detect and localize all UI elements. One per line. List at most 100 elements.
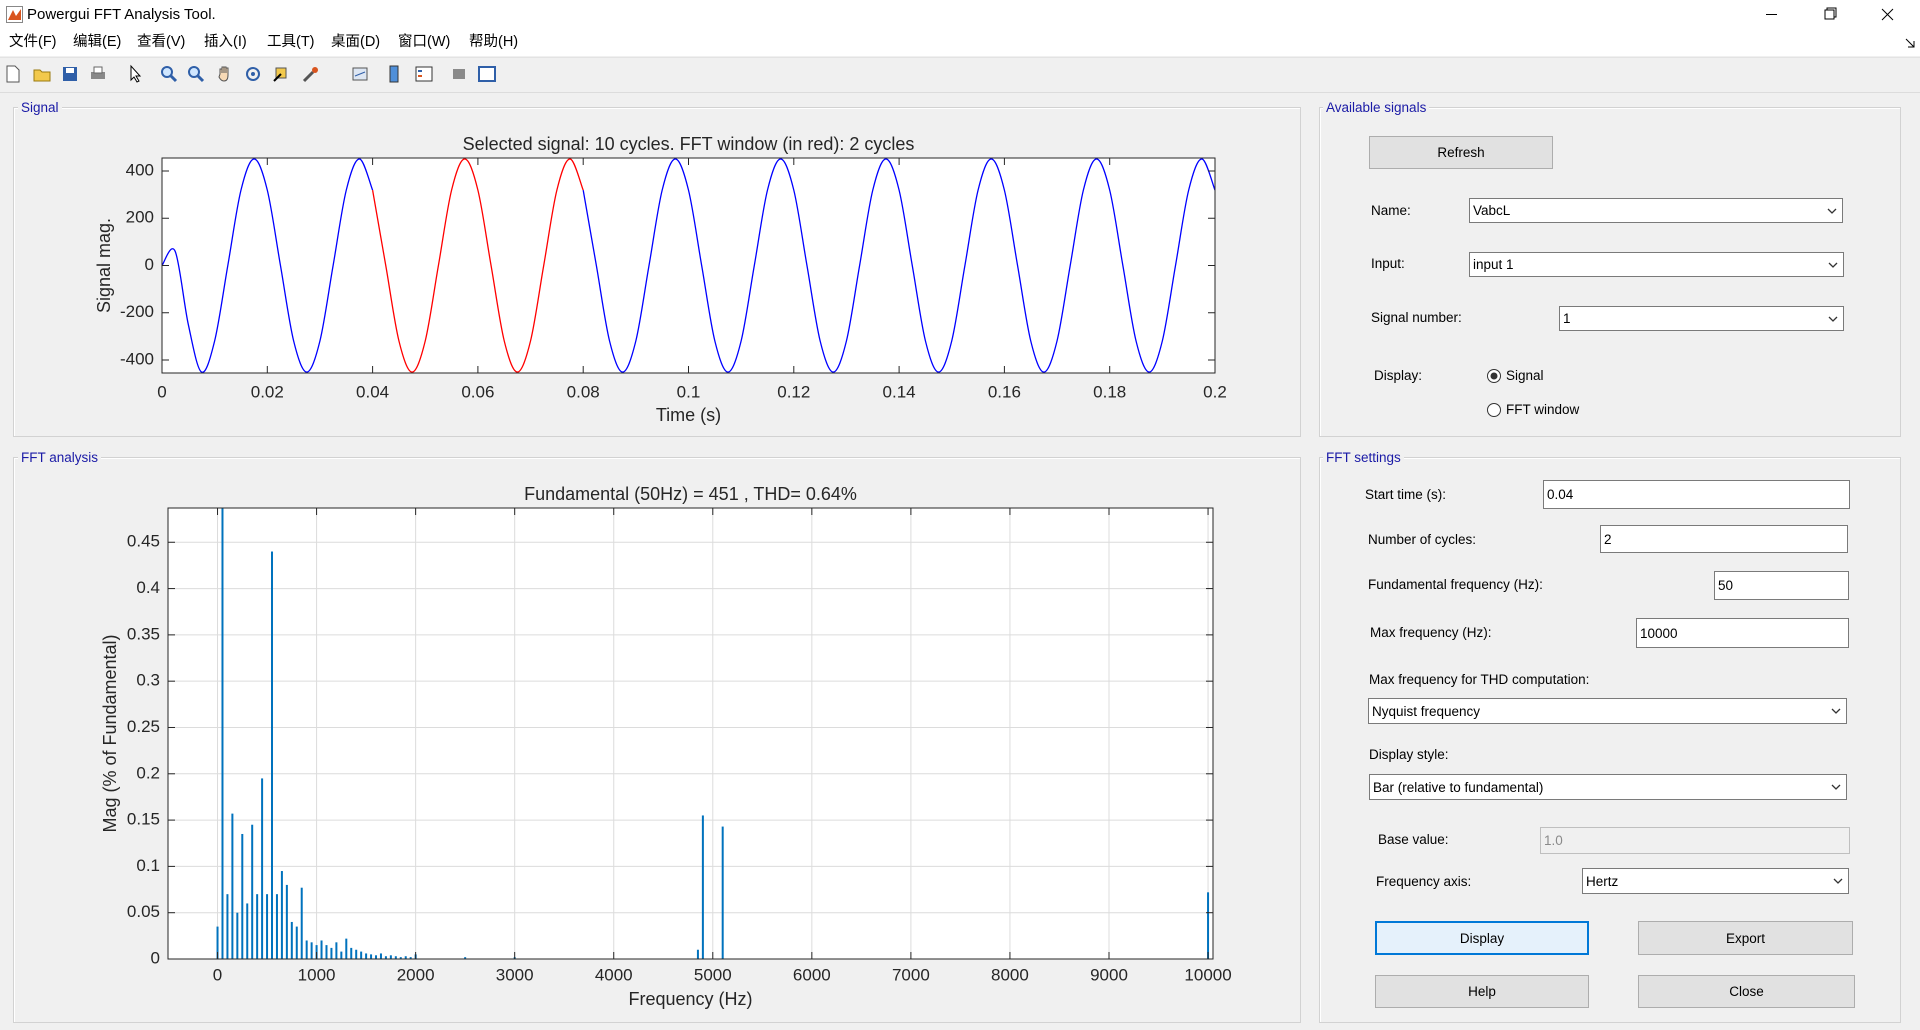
name-dropdown[interactable]: VabcL bbox=[1469, 198, 1843, 223]
input-dropdown[interactable]: input 1 bbox=[1469, 252, 1844, 277]
fundamental-input[interactable]: 50 bbox=[1714, 571, 1849, 600]
toolbar bbox=[0, 57, 1920, 93]
radio-label: FFT window bbox=[1506, 402, 1580, 417]
radio-fft-window[interactable] bbox=[1486, 402, 1502, 418]
y-tick-label: 0.2 bbox=[136, 763, 160, 782]
spectrum-bar bbox=[290, 921, 293, 959]
signal-number-label: Signal number: bbox=[1371, 310, 1462, 325]
x-tick-label: 5000 bbox=[694, 965, 732, 984]
fft-settings-panel bbox=[1319, 457, 1901, 1023]
window-title: Powergui FFT Analysis Tool. bbox=[27, 6, 216, 23]
menu-expand[interactable] bbox=[1904, 37, 1916, 49]
thd-label: Max frequency for THD computation: bbox=[1369, 672, 1590, 687]
colorbar-icon[interactable] bbox=[384, 64, 404, 84]
start-time-label: Start time (s): bbox=[1365, 487, 1447, 502]
spectrum-bar bbox=[241, 833, 244, 959]
close-window-button[interactable] bbox=[1881, 8, 1894, 21]
dropdown-value: VabcL bbox=[1473, 203, 1511, 218]
display-button[interactable]: Display bbox=[1375, 921, 1589, 955]
dropdown-value: input 1 bbox=[1473, 257, 1514, 272]
menu-item[interactable]: 桌面(D) bbox=[331, 34, 381, 50]
y-tick-label: 400 bbox=[126, 160, 154, 179]
brush-icon[interactable] bbox=[301, 64, 321, 84]
max-frequency-input[interactable]: 10000 bbox=[1636, 618, 1849, 648]
spectrum-bar bbox=[246, 903, 249, 959]
spectrum-bar bbox=[355, 949, 358, 959]
menu-item[interactable]: 查看(V) bbox=[137, 34, 186, 50]
x-tick-label: 0.1 bbox=[677, 382, 701, 401]
spectrum-bar bbox=[335, 942, 338, 959]
fundamental-label: Fundamental frequency (Hz): bbox=[1368, 577, 1543, 592]
hide-tools-icon[interactable] bbox=[449, 64, 469, 84]
menu-item[interactable]: 文件(F) bbox=[9, 34, 57, 50]
radio-signal[interactable] bbox=[1486, 368, 1502, 384]
panel-title: FFT analysis bbox=[18, 450, 102, 466]
chart-title: Selected signal: 10 cycles. FFT window (… bbox=[463, 134, 915, 154]
available-signals-panel bbox=[1319, 107, 1901, 437]
spectrum-bar bbox=[701, 815, 704, 959]
spectrum-bar bbox=[379, 953, 382, 959]
x-tick-label: 2000 bbox=[397, 965, 435, 984]
dropdown-arrow bbox=[1831, 708, 1841, 714]
rotate-icon[interactable] bbox=[243, 64, 263, 84]
link-icon[interactable] bbox=[350, 64, 370, 84]
show-tools-icon[interactable] bbox=[477, 64, 497, 84]
spectrum-bar bbox=[251, 824, 254, 959]
print-icon[interactable] bbox=[88, 64, 108, 84]
plot-area bbox=[162, 158, 1215, 373]
y-tick-label: 0 bbox=[151, 948, 160, 967]
spectrum-bar bbox=[285, 884, 288, 959]
x-tick-label: 0.16 bbox=[988, 382, 1021, 401]
restore-button[interactable] bbox=[1824, 7, 1837, 20]
dropdown-arrow bbox=[1827, 208, 1837, 214]
x-tick-label: 0.2 bbox=[1203, 382, 1227, 401]
menu-item[interactable]: 工具(T) bbox=[267, 34, 315, 50]
plot-area bbox=[168, 508, 1213, 959]
dropdown-value: Bar (relative to fundamental) bbox=[1373, 779, 1544, 795]
pointer-icon[interactable] bbox=[125, 64, 145, 84]
legend-icon[interactable] bbox=[414, 64, 434, 84]
open-icon[interactable] bbox=[32, 64, 52, 84]
panel-title: Available signals bbox=[1323, 100, 1430, 116]
display-label: Display: bbox=[1374, 368, 1423, 383]
display-style-dropdown[interactable]: Bar (relative to fundamental) bbox=[1369, 774, 1847, 800]
new-icon[interactable] bbox=[3, 64, 23, 84]
spectrum-bar bbox=[365, 953, 368, 959]
x-tick-label: 0.04 bbox=[356, 382, 389, 401]
save-icon[interactable] bbox=[60, 64, 80, 84]
pan-icon[interactable] bbox=[215, 64, 235, 84]
spectrum-bar bbox=[389, 955, 392, 959]
help-button[interactable]: Help bbox=[1375, 975, 1589, 1008]
start-time-input[interactable]: 0.04 bbox=[1543, 480, 1850, 509]
menu-item[interactable]: 窗口(W) bbox=[398, 34, 451, 50]
spectrum-bar bbox=[295, 926, 298, 959]
frequency-axis-dropdown[interactable]: Hertz bbox=[1582, 868, 1849, 894]
spectrum-bar bbox=[464, 957, 467, 959]
menu-item[interactable]: 编辑(E) bbox=[73, 34, 122, 50]
close-button[interactable]: Close bbox=[1638, 975, 1855, 1008]
thd-dropdown[interactable]: Nyquist frequency bbox=[1368, 698, 1847, 724]
signal-line bbox=[371, 158, 584, 373]
signal-number-dropdown[interactable]: 1 bbox=[1559, 306, 1844, 331]
window-controls[interactable] bbox=[1755, 0, 1920, 29]
menu-item[interactable]: 帮助(H) bbox=[469, 34, 519, 50]
spectrum-bar bbox=[236, 912, 239, 959]
refresh-button[interactable]: Refresh bbox=[1369, 136, 1553, 169]
data-cursor-icon[interactable] bbox=[272, 64, 292, 84]
x-tick-label: 0.06 bbox=[461, 382, 494, 401]
export-button[interactable]: Export bbox=[1638, 921, 1853, 955]
x-axis-label: Frequency (Hz) bbox=[628, 989, 752, 1009]
spectrum-bar bbox=[1207, 892, 1210, 959]
x-tick-label: 6000 bbox=[793, 965, 831, 984]
menu-item[interactable]: 插入(I) bbox=[204, 34, 247, 50]
app-icon bbox=[6, 6, 23, 23]
cycles-input[interactable]: 2 bbox=[1600, 525, 1848, 553]
spectrum-bar bbox=[404, 956, 407, 959]
spectrum-bar bbox=[275, 894, 278, 959]
spectrum-bar bbox=[221, 508, 224, 959]
x-tick-label: 0.12 bbox=[777, 382, 810, 401]
spectrum-bar bbox=[325, 945, 328, 959]
zoom-out-icon[interactable] bbox=[186, 64, 206, 84]
spectrum-bar bbox=[721, 826, 724, 959]
zoom-in-icon[interactable] bbox=[159, 64, 179, 84]
